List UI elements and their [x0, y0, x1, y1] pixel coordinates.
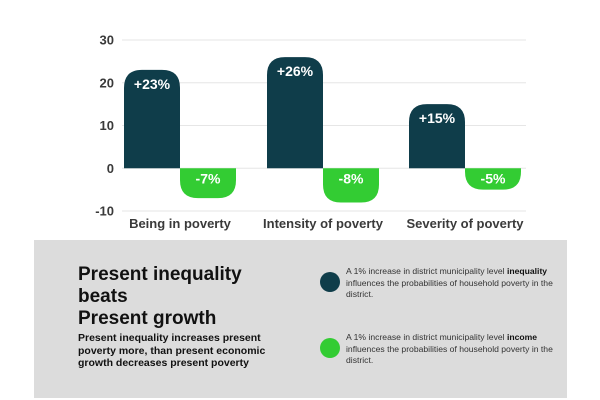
- legend-item-inequality: A 1% increase in district municipality l…: [320, 266, 565, 301]
- legend-text-bold: income: [506, 332, 538, 342]
- bar: [267, 57, 323, 169]
- headline-line-1: Present inequality: [78, 264, 242, 285]
- legend-dot-dark: [320, 272, 340, 292]
- legend-item-income: A 1% increase in district municipality l…: [320, 332, 565, 367]
- bar-data-label: +26%: [277, 63, 314, 79]
- category-label: Intensity of poverty: [263, 216, 384, 231]
- legend-text-post: influences the probabilities of househol…: [346, 343, 553, 366]
- bar-data-label: -8%: [339, 170, 364, 186]
- info-panel: Present inequality beats Present growth …: [34, 240, 567, 398]
- bar-data-label: -7%: [196, 170, 221, 186]
- bar-data-label: +23%: [134, 76, 171, 92]
- bar: [465, 168, 521, 190]
- bar-data-label: -5%: [481, 170, 506, 186]
- y-tick-label: 0: [107, 161, 114, 176]
- panel-subtext: Present inequality increases present pov…: [78, 332, 266, 369]
- legend-text-pre: A 1% increase in district municipality l…: [346, 332, 505, 342]
- legend-text-pre: A 1% increase in district municipality l…: [346, 266, 505, 276]
- y-tick-label: -10: [95, 204, 114, 219]
- panel-headline: Present inequality beats Present growth: [78, 264, 278, 330]
- y-axis-ticks: 30 20 10 0 -10: [95, 33, 114, 219]
- legend-text-inequality: A 1% increase in district municipality l…: [346, 266, 565, 301]
- legend-text-post: influences the probabilities of househol…: [346, 277, 553, 300]
- legend-text-bold: inequality: [506, 266, 548, 276]
- bars: +23% -7% +26% -8% +15% -5%: [124, 57, 521, 203]
- y-tick-label: 20: [100, 75, 114, 90]
- headline-line-2: beats: [78, 286, 128, 307]
- bar: [409, 104, 465, 169]
- bar: [180, 168, 236, 199]
- bar: [323, 168, 379, 203]
- y-tick-label: 30: [100, 33, 114, 48]
- category-label: Severity of poverty: [406, 216, 524, 231]
- headline-line-3: Present growth: [78, 308, 217, 329]
- legend-text-income: A 1% increase in district municipality l…: [346, 332, 565, 367]
- bar-data-label: +15%: [419, 110, 456, 126]
- category-label: Being in poverty: [129, 216, 232, 231]
- legend-dot-green: [320, 338, 340, 358]
- y-tick-label: 10: [100, 118, 114, 133]
- bar-chart: 30 20 10 0 -10 +23% -7% +26% -8% +15% -5% Being i…: [95, 33, 526, 231]
- bar: [124, 69, 180, 169]
- category-labels: Being in poverty Intensity of poverty Seve…: [129, 216, 524, 231]
